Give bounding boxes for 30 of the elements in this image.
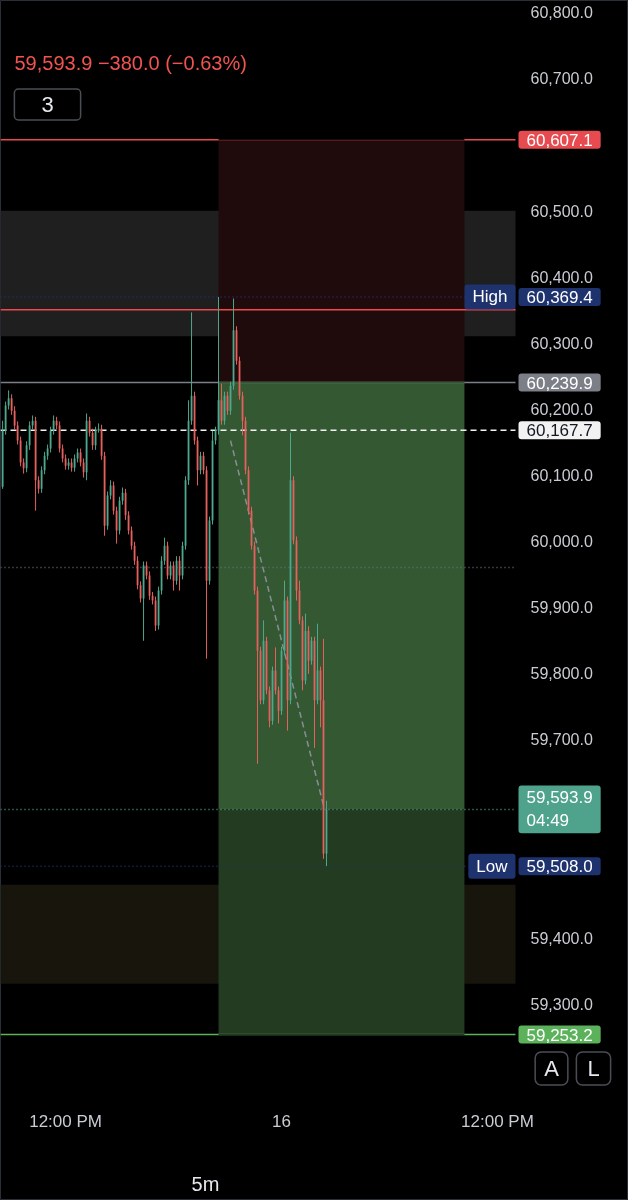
y-tick-label: 60,000.0 [530, 533, 593, 551]
y-tick-label: 60,800.0 [530, 4, 593, 22]
annotation: 5m [191, 1172, 220, 1195]
annotation: A [544, 1056, 560, 1081]
ref-line-label: 59,253.2 [526, 1025, 593, 1045]
y-tick-label: 60,500.0 [530, 202, 593, 220]
y-tick-label: 60,100.0 [530, 466, 593, 484]
y-tick-label: 60,400.0 [530, 268, 593, 286]
ref-line-label: 60,607.1 [526, 130, 593, 150]
y-tick-label: 59,900.0 [530, 599, 593, 617]
y-tick-label: 59,400.0 [530, 929, 593, 947]
y-tick-label: 59,800.0 [530, 665, 593, 683]
annotation: High [472, 287, 508, 307]
ref-line-label: 59,508.0 [526, 857, 593, 877]
y-tick-label: 60,200.0 [530, 400, 593, 418]
text: 59,593.9 −380.0 (−0.63%) [14, 51, 247, 74]
y-tick-label: 60,700.0 [530, 70, 593, 88]
annotation: L [587, 1056, 600, 1081]
ref-line-label: 60,239.9 [526, 373, 593, 393]
x-tick-label: 12:00 PM [461, 1111, 534, 1131]
y-tick-label: 59,700.0 [530, 731, 593, 749]
y-tick-label: 60,300.0 [530, 334, 593, 352]
ref-line-label: 60,167.7 [526, 421, 593, 441]
x-tick-label: 12:00 PM [29, 1111, 102, 1131]
annotation: 3 [41, 92, 54, 117]
ref-line-label: 59,593.9 04:49 [526, 788, 593, 831]
annotation: Low [476, 856, 509, 876]
y-tick-label: 59,300.0 [530, 995, 593, 1013]
ref-line-label: 60,369.4 [526, 287, 593, 307]
x-tick-label: 16 [272, 1111, 291, 1131]
